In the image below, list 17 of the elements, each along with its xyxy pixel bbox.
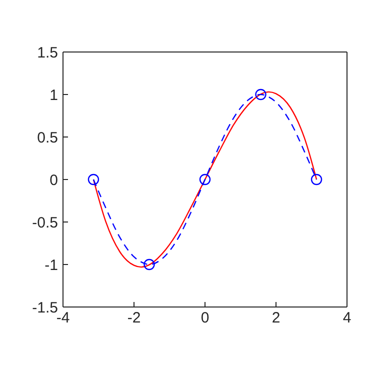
point (255, 88, 266, 100)
y-tick-label: 0.5 (37, 129, 58, 146)
x-tick-label: 0 (200, 310, 210, 327)
x-tick-label: 2 (272, 310, 280, 327)
point (144, 258, 155, 270)
y-tick-label: -0.5 (32, 214, 58, 232)
x-tick-label: -2 (127, 310, 141, 327)
x-tick-label: -4 (56, 310, 70, 327)
y-tick-label: -1.5 (32, 299, 58, 316)
point (199, 174, 211, 186)
point (88, 174, 100, 186)
y-tick-label: 1.5 (37, 44, 58, 62)
y-tick-label: -1 (44, 256, 58, 274)
x-tick-label: 4 (342, 310, 352, 327)
y-tick-label: 0 (50, 172, 58, 189)
point (310, 174, 322, 186)
y-tick-label: 1 (50, 86, 58, 104)
